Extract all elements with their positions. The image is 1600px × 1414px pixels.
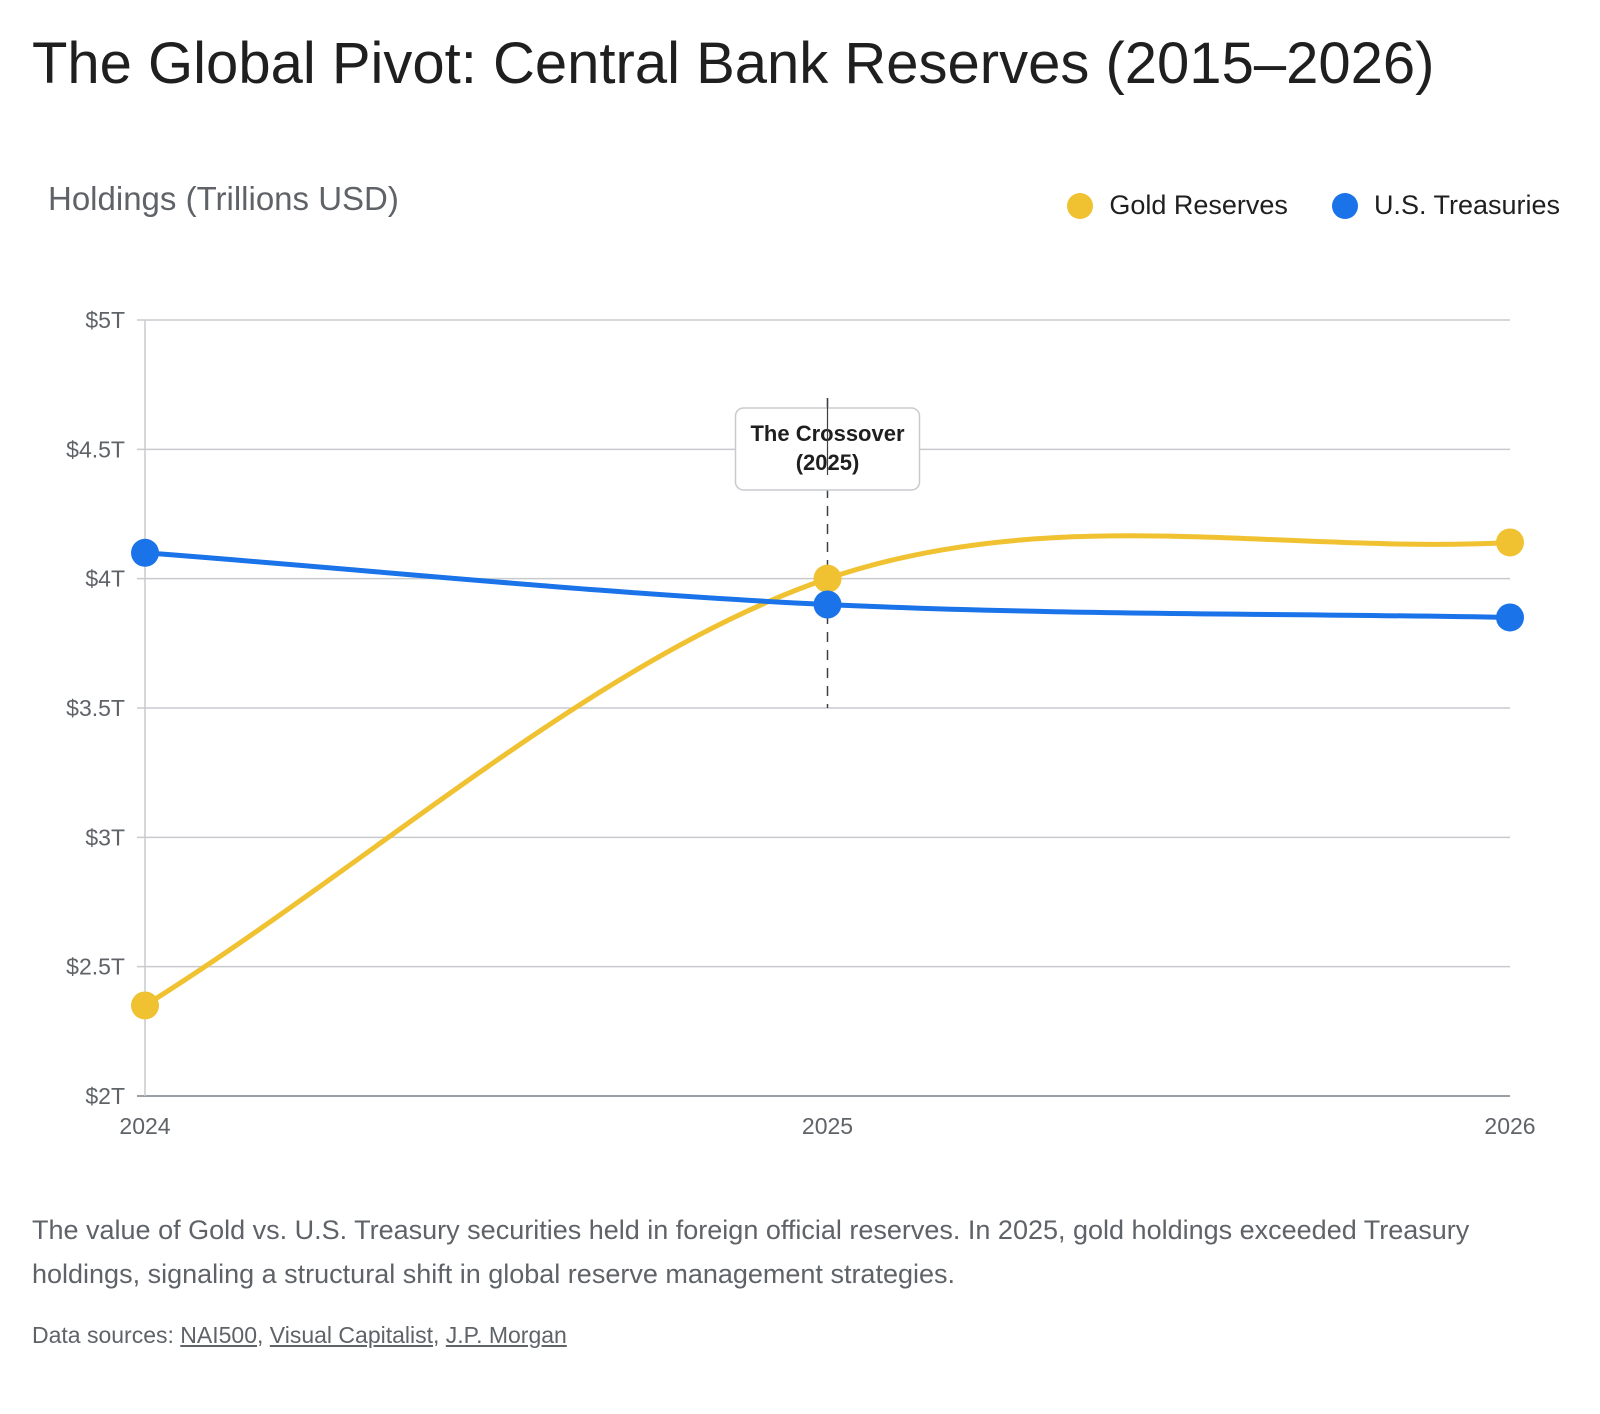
- x-tick-label: 2026: [1484, 1113, 1535, 1139]
- x-tick-label: 2024: [119, 1113, 170, 1139]
- legend-label-treasuries: U.S. Treasuries: [1373, 190, 1560, 220]
- data-sources: Data sources: NAI500, Visual Capitalist,…: [32, 1322, 567, 1348]
- y-tick-label: $4.5T: [66, 436, 125, 462]
- data-point-us-treasuries: [813, 590, 842, 619]
- legend-swatch-gold: [1067, 192, 1094, 219]
- y-tick-label: $3.5T: [66, 695, 125, 721]
- data-point-gold-reserves: [813, 564, 842, 593]
- legend: Gold Reserves U.S. Treasuries: [1067, 190, 1560, 221]
- source-link-visual-capitalist[interactable]: Visual Capitalist: [269, 1322, 434, 1348]
- y-tick-label: $2T: [85, 1083, 125, 1109]
- y-tick-label: $2.5T: [66, 954, 125, 980]
- legend-swatch-treasuries: [1331, 192, 1358, 219]
- legend-label-gold: Gold Reserves: [1109, 190, 1288, 220]
- y-tick-label: $3T: [85, 824, 125, 850]
- source-link-nai500[interactable]: NAI500: [180, 1322, 258, 1348]
- y-tick-label: $5T: [85, 307, 125, 333]
- data-point-gold-reserves: [1496, 528, 1524, 557]
- chart-title: The Global Pivot: Central Bank Reserves …: [32, 31, 1435, 96]
- data-point-us-treasuries: [131, 538, 159, 567]
- data-point-gold-reserves: [131, 991, 159, 1020]
- y-axis-title: Holdings (Trillions USD): [48, 180, 399, 217]
- x-tick-label: 2025: [802, 1113, 853, 1139]
- data-point-us-treasuries: [1496, 603, 1524, 632]
- y-tick-label: $4T: [85, 566, 125, 592]
- legend-item-treasuries[interactable]: U.S. Treasuries: [1331, 190, 1560, 221]
- legend-item-gold[interactable]: Gold Reserves: [1067, 190, 1288, 221]
- chart-description: The value of Gold vs. U.S. Treasury secu…: [32, 1215, 1470, 1289]
- sources-prefix: Data sources:: [32, 1322, 181, 1348]
- source-link-jp-morgan[interactable]: J.P. Morgan: [445, 1322, 567, 1348]
